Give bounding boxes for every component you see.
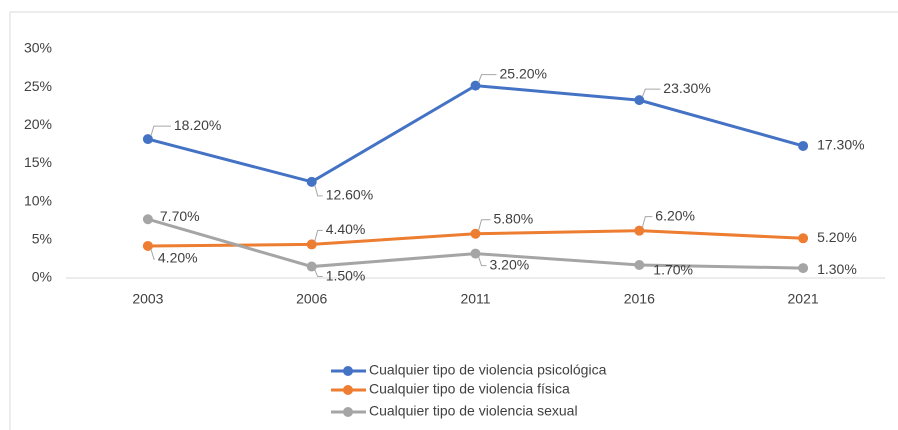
leader-line	[641, 216, 653, 228]
y-tick-label: 10%	[24, 192, 52, 208]
legend-marker	[343, 385, 353, 395]
data-label: 4.40%	[326, 221, 366, 237]
data-point	[470, 248, 481, 259]
y-tick-label: 5%	[32, 231, 52, 247]
x-tick-label: 2003	[132, 291, 163, 307]
x-tick-label: 2006	[296, 291, 327, 307]
data-point	[306, 176, 317, 187]
data-point	[634, 225, 645, 236]
data-label: 5.80%	[494, 210, 534, 226]
legend-label: Cualquier tipo de violencia psicológica	[369, 362, 607, 378]
data-point	[798, 263, 809, 274]
data-point	[798, 233, 809, 244]
data-label: 5.20%	[817, 229, 857, 245]
x-tick-label: 2021	[788, 291, 819, 307]
leader-line	[478, 74, 497, 83]
leader-line	[314, 184, 323, 197]
data-point	[634, 95, 645, 106]
data-label: 1.70%	[653, 262, 693, 278]
data-point	[306, 261, 317, 272]
data-label: 1.50%	[326, 267, 366, 283]
data-label: 7.70%	[160, 208, 200, 224]
leader-line	[641, 88, 661, 98]
data-label: 6.20%	[655, 207, 695, 223]
data-point	[470, 80, 481, 91]
leader-line	[314, 269, 323, 278]
data-point	[142, 134, 153, 145]
data-label: 12.60%	[326, 187, 373, 203]
y-tick-label: 30%	[24, 40, 52, 56]
series-line	[147, 84, 804, 184]
data-label: 23.30%	[663, 80, 710, 96]
legend-marker	[343, 366, 353, 376]
data-point	[634, 260, 645, 271]
data-point	[142, 240, 153, 251]
data-point	[470, 228, 481, 239]
legend-marker	[343, 407, 353, 417]
y-tick-label: 20%	[24, 116, 52, 132]
data-label: 18.20%	[174, 117, 221, 133]
data-point	[306, 239, 317, 250]
data-label: 25.20%	[500, 65, 547, 81]
y-tick-label: 15%	[24, 154, 52, 170]
leader-line	[150, 125, 171, 137]
leader-line	[314, 229, 323, 242]
y-tick-label: 0%	[32, 269, 52, 285]
legend-label: Cualquier tipo de violencia sexual	[369, 403, 578, 419]
legend-label: Cualquier tipo de violencia física	[369, 381, 570, 397]
y-tick-label: 25%	[24, 78, 52, 94]
data-label: 4.20%	[158, 250, 198, 266]
x-tick-label: 2011	[460, 291, 490, 307]
data-point	[142, 214, 153, 225]
data-label: 3.20%	[490, 256, 530, 272]
leader-line	[478, 256, 487, 267]
data-point	[798, 140, 809, 151]
data-label: 1.30%	[817, 261, 857, 277]
leader-line	[150, 248, 155, 260]
data-label: 17.30%	[817, 137, 864, 153]
leader-line	[478, 219, 491, 231]
x-tick-label: 2016	[624, 291, 655, 307]
